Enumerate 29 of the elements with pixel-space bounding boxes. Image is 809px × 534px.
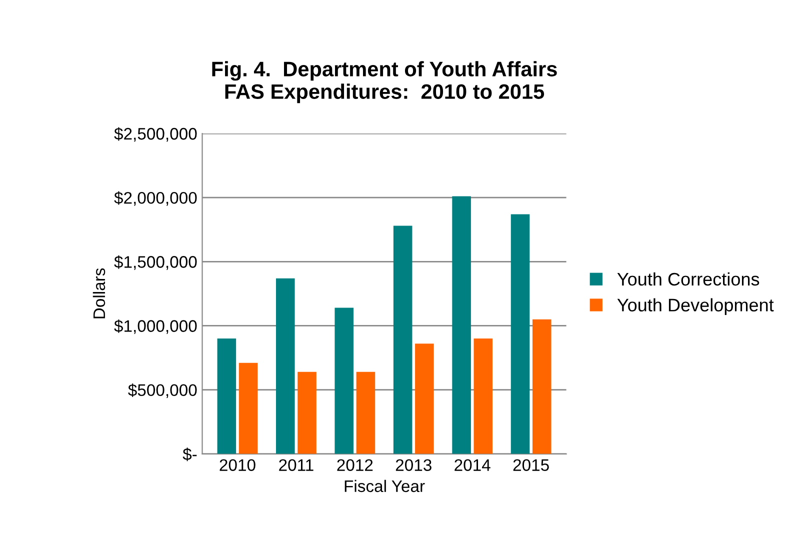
bar xyxy=(298,372,316,454)
bar xyxy=(415,344,434,454)
bar xyxy=(532,319,552,454)
y-tick-label: $2,000,000 xyxy=(114,191,197,206)
bar xyxy=(452,196,471,454)
bar xyxy=(474,338,493,454)
x-tick-label: 2011 xyxy=(279,459,314,472)
bar xyxy=(510,214,530,454)
x-tick-label: 2012 xyxy=(337,459,373,472)
x-tick-label: 2015 xyxy=(513,459,549,472)
bar xyxy=(217,338,236,454)
legend-label: Youth Development xyxy=(617,298,774,316)
y-tick-label: $500,000 xyxy=(128,384,197,398)
y-tick-label: $2,500,000 xyxy=(114,127,197,142)
bar xyxy=(393,226,412,454)
x-tick-label: 2014 xyxy=(454,459,490,472)
y-axis-title: Dollars xyxy=(92,268,106,318)
y-tick-label: $- xyxy=(182,448,197,462)
bar xyxy=(238,362,258,454)
bar xyxy=(276,278,295,454)
x-tick-label: 2010 xyxy=(220,459,256,472)
bar xyxy=(334,308,354,454)
x-axis-title: Fiscal Year xyxy=(344,480,425,492)
bar xyxy=(356,372,376,454)
legend-label: Youth Corrections xyxy=(617,272,760,286)
y-tick-label: $1,000,000 xyxy=(114,319,197,334)
x-tick-label: 2013 xyxy=(396,459,432,472)
y-tick-label: $1,500,000 xyxy=(114,255,197,270)
chart-title: Fig. 4. Department of Youth Affairs FAS Expenditures: 2010 to 2015 xyxy=(212,61,557,104)
